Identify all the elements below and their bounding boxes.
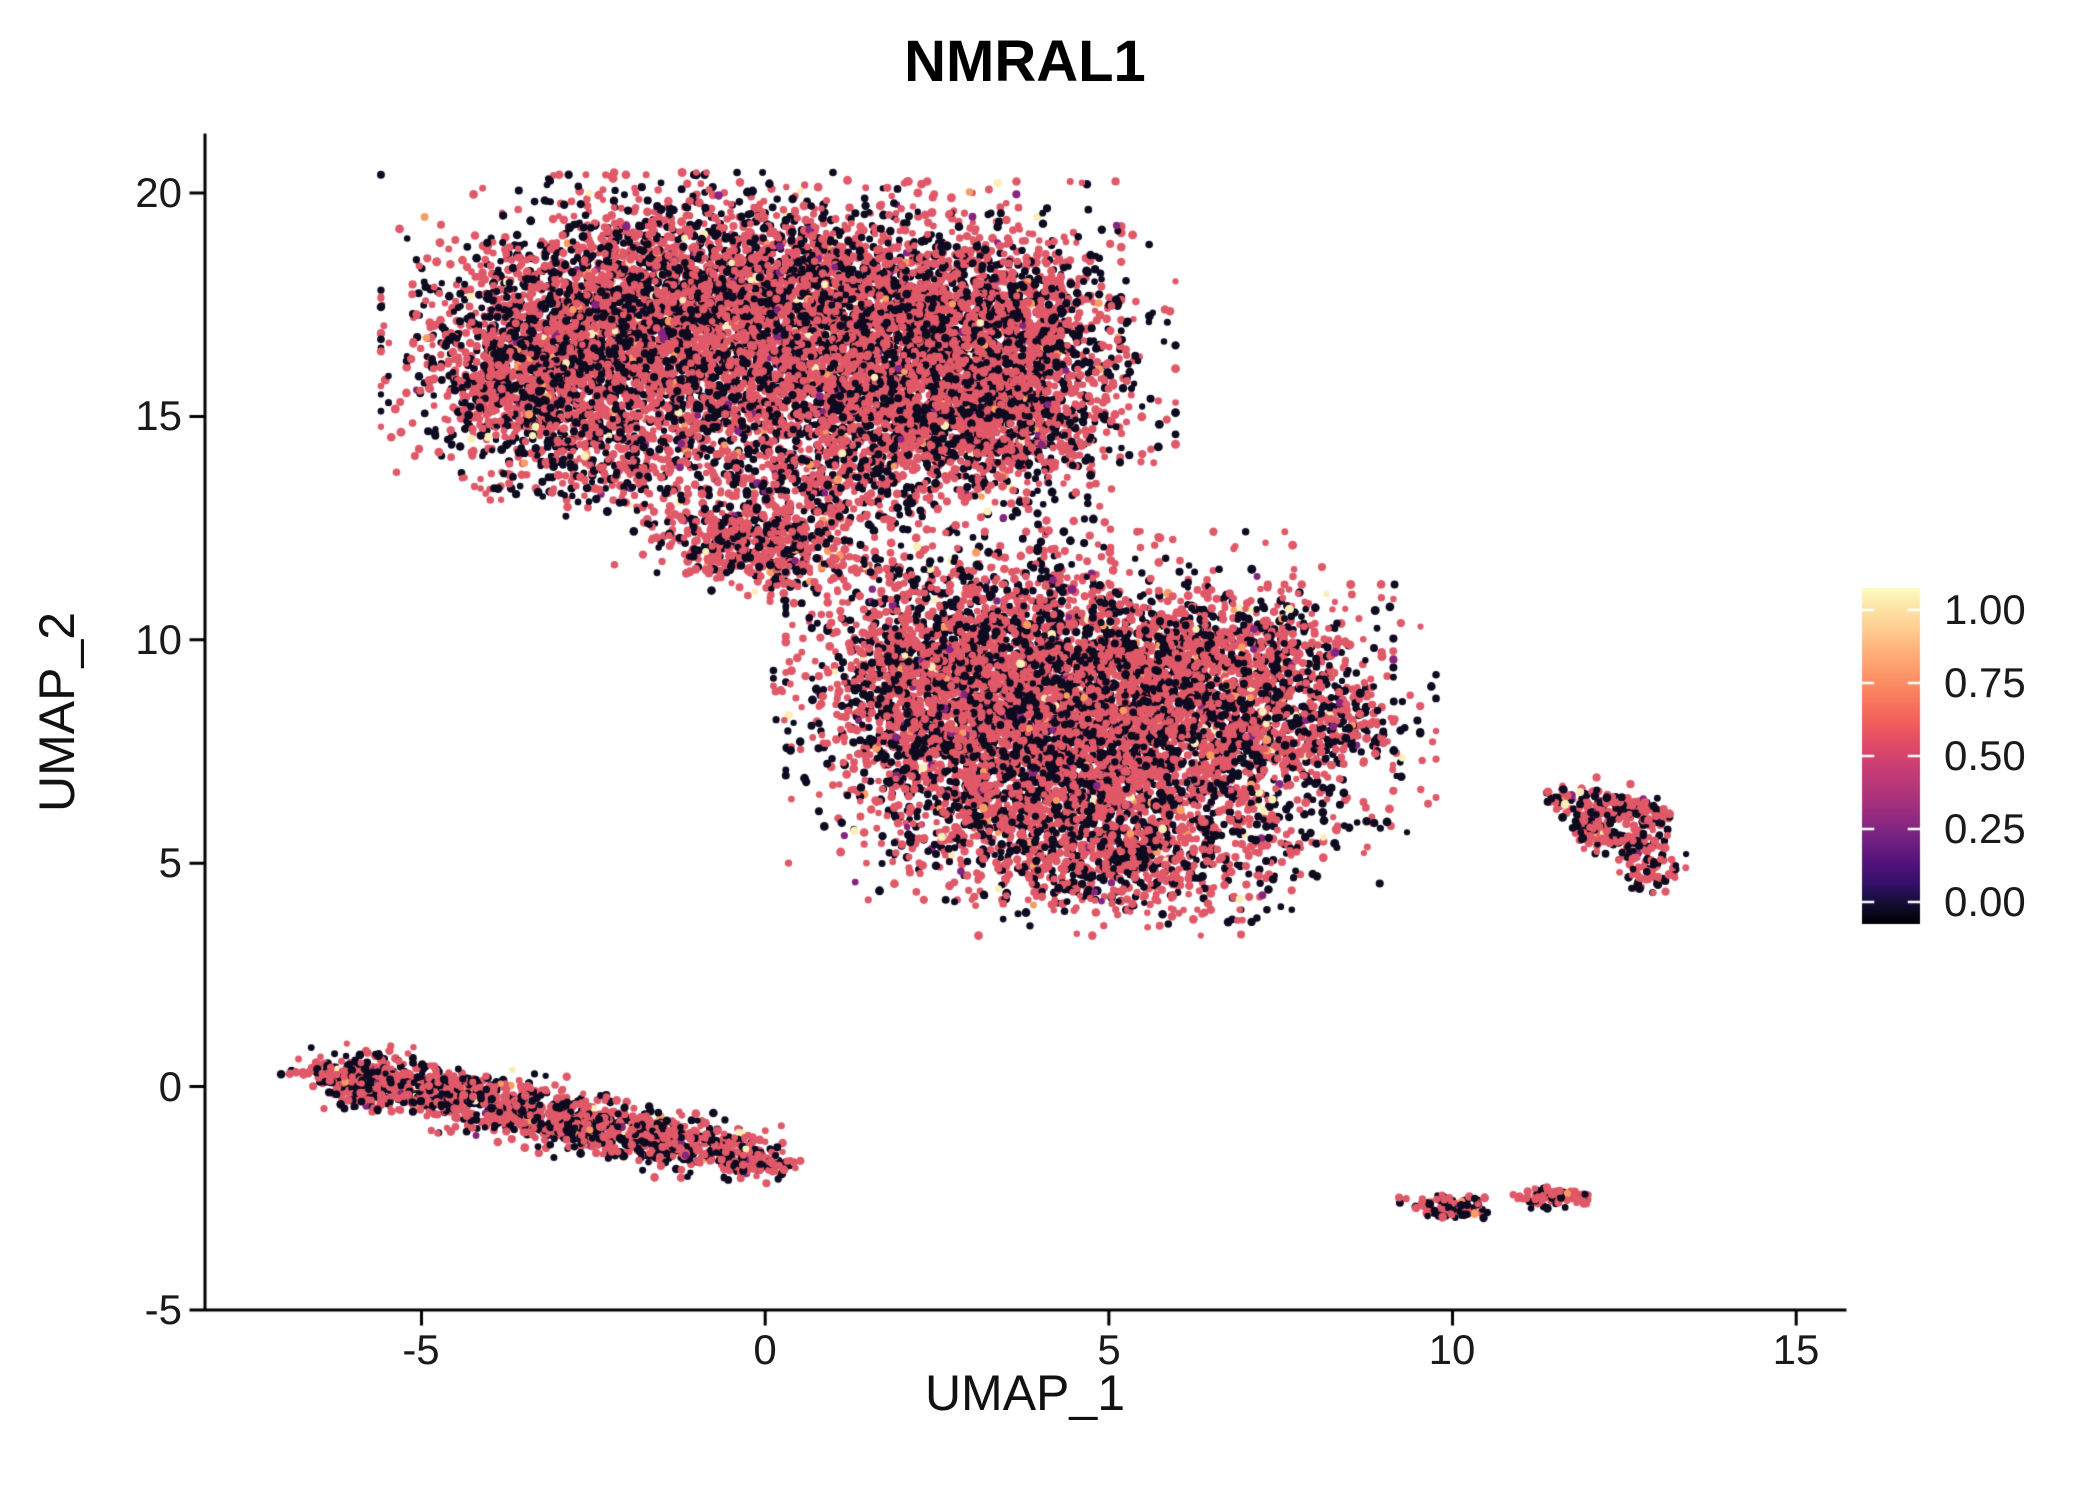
- x-tick-label: 10: [1428, 1326, 1476, 1373]
- x-tick-label: 15: [1772, 1326, 1820, 1373]
- colorbar-tick-label: 0.75: [1944, 659, 2026, 706]
- y-tick-label: -5: [144, 1286, 182, 1333]
- x-tick-label: 0: [753, 1326, 777, 1373]
- x-axis-label: UMAP_1: [924, 1365, 1126, 1421]
- y-tick-label: 0: [158, 1063, 182, 1110]
- x-tick-label: -5: [402, 1326, 440, 1373]
- colorbar-tick-label: 1.00: [1944, 586, 2026, 633]
- colorbar-tick-label: 0.00: [1944, 878, 2026, 925]
- colorbar-tick-label: 0.50: [1944, 732, 2026, 779]
- y-tick-label: 15: [135, 392, 182, 439]
- plot-title: NMRAL1: [904, 29, 1146, 94]
- y-tick-label: 5: [158, 839, 182, 886]
- colorbar-tick-label: 0.25: [1944, 805, 2026, 852]
- y-tick-label: 10: [135, 616, 182, 663]
- x-tick-label: 5: [1097, 1326, 1121, 1373]
- y-tick-label: 20: [135, 169, 182, 216]
